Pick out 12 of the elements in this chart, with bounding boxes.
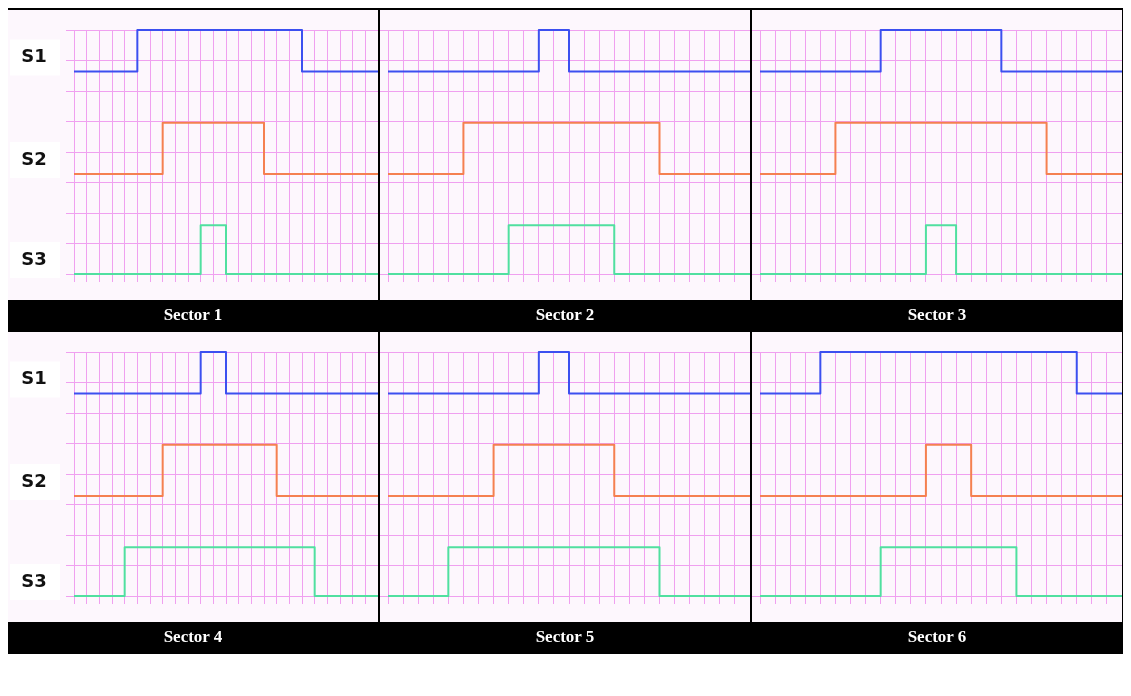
text: Sector 5	[534, 626, 596, 648]
text: Sector 3	[906, 304, 968, 326]
series-label: S3	[21, 247, 47, 269]
series-label: S1	[21, 45, 47, 67]
series-label: S3	[21, 569, 47, 591]
text: Sector 1	[162, 304, 224, 326]
text: Sector 2	[534, 304, 596, 326]
text: Sector 4	[162, 626, 224, 648]
text: Sector 6	[906, 626, 968, 648]
series-label: S2	[21, 147, 47, 169]
series-label: S1	[21, 367, 47, 389]
series-label: S2	[21, 469, 47, 491]
